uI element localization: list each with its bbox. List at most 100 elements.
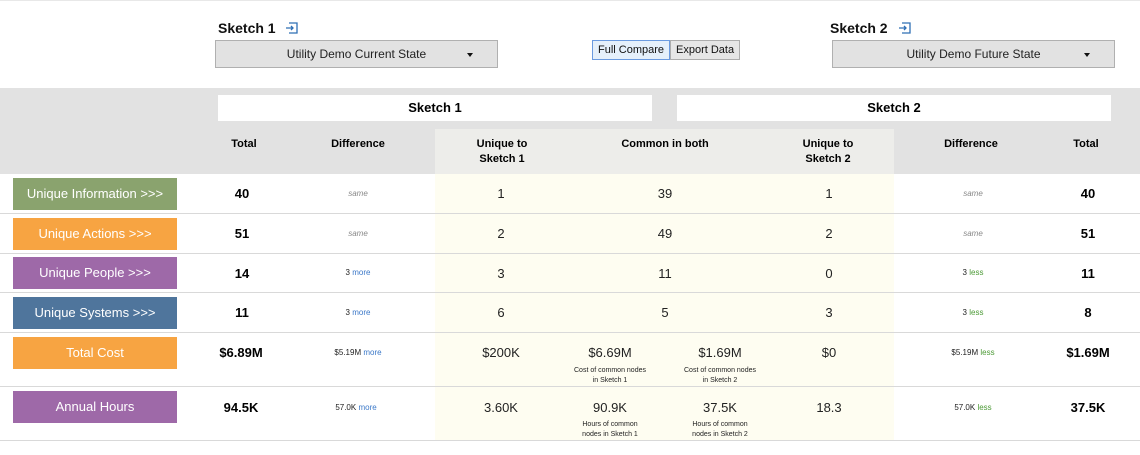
cost-common-sketch2: $1.69M — [698, 345, 742, 360]
annual-hours-button[interactable]: Annual Hours — [13, 391, 177, 423]
systems-difference-sketch2-value: 3 — [962, 308, 967, 317]
cost-difference-sketch1-value: $5.19M — [334, 348, 362, 357]
unique-sketch2-header: Unique to Sketch 2 — [778, 137, 878, 167]
cost-difference-sketch2-value: $5.19M — [951, 348, 979, 357]
people-difference-sketch1: 3 more — [308, 268, 408, 277]
systems-total-sketch2: 8 — [1084, 305, 1092, 320]
sketch-selector-bar: Sketch 1 Utility Demo Current State Full… — [0, 0, 1140, 88]
unique-people-button[interactable]: Unique People >>> — [13, 257, 177, 289]
hours-total-sketch2: 37.5K — [1070, 400, 1106, 415]
information-common: 39 — [657, 186, 673, 201]
systems-more-link[interactable]: more — [352, 308, 371, 317]
total1-header: Total — [231, 138, 257, 150]
actions-total-sketch1: 51 — [234, 226, 250, 241]
hours-unique-sketch1: 3.60K — [484, 400, 518, 415]
unique-information-button[interactable]: Unique Information >>> — [13, 178, 177, 210]
hours-difference-sketch2-value: 57.0K — [954, 403, 976, 412]
sketch2-header: Sketch 2 — [677, 95, 1111, 121]
row-divider — [0, 253, 1140, 254]
cost-common-sketch1: $6.69M — [588, 345, 632, 360]
systems-total-sketch1: 11 — [235, 305, 249, 320]
unique-sketch1-header: Unique to Sketch 1 — [452, 137, 552, 167]
sketch1-dropdown[interactable]: Utility Demo Current State — [215, 40, 498, 68]
information-unique-sketch1: 1 — [497, 186, 505, 201]
people-more-link[interactable]: more — [352, 268, 371, 277]
row-divider — [0, 213, 1140, 214]
systems-common: 5 — [661, 305, 669, 320]
unique-sketch1-header-line2: Sketch 1 — [479, 153, 525, 165]
hours-unique-sketch2: 18.3 — [816, 400, 842, 415]
chevron-down-icon — [1084, 53, 1090, 57]
actions-difference-sketch2: same — [963, 229, 983, 238]
actions-unique-sketch2: 2 — [825, 226, 833, 241]
total2-header: Total — [1073, 138, 1099, 150]
hours-common-sketch2: 37.5K — [703, 400, 737, 415]
actions-common: 49 — [657, 226, 673, 241]
caption-line: in Sketch 1 — [592, 377, 628, 384]
row-divider — [0, 292, 1140, 293]
cost-more-link[interactable]: more — [363, 348, 382, 357]
hours-difference-sketch2: 57.0K less — [923, 403, 1023, 412]
people-common: 11 — [658, 266, 672, 281]
open-sketch2-icon[interactable] — [898, 21, 912, 35]
sketch2-dropdown[interactable]: Utility Demo Future State — [832, 40, 1115, 68]
people-difference-sketch2: 3 less — [923, 268, 1023, 277]
people-less-link[interactable]: less — [969, 268, 984, 277]
cost-total-sketch1: $6.89M — [219, 345, 263, 360]
people-unique-sketch1: 3 — [497, 266, 505, 281]
unique-sketch1-header-line1: Unique to — [476, 138, 528, 150]
caption-line: Hours of common — [582, 421, 638, 428]
sketch1-dropdown-value: Utility Demo Current State — [286, 47, 427, 61]
actions-difference-sketch1: same — [348, 229, 368, 238]
people-difference-sketch1-value: 3 — [345, 268, 350, 277]
information-total-sketch1: 40 — [234, 186, 250, 201]
common-columns-background — [435, 174, 894, 441]
unique-sketch2-header-line2: Sketch 2 — [805, 153, 851, 165]
sketch2-title: Sketch 2 — [830, 20, 888, 36]
unique-systems-button[interactable]: Unique Systems >>> — [13, 297, 177, 329]
cost-difference-sketch1: $5.19M more — [308, 348, 408, 357]
actions-unique-sketch1: 2 — [497, 226, 505, 241]
unique-actions-button[interactable]: Unique Actions >>> — [13, 218, 177, 250]
caption-line: nodes in Sketch 1 — [582, 431, 638, 438]
full-compare-button[interactable]: Full Compare — [592, 40, 671, 60]
total-cost-button[interactable]: Total Cost — [13, 337, 177, 369]
sketch1-title: Sketch 1 — [218, 20, 276, 36]
actions-total-sketch2: 51 — [1080, 226, 1096, 241]
hours-less-link[interactable]: less — [977, 403, 992, 412]
sketch2-dropdown-value: Utility Demo Future State — [906, 47, 1041, 61]
sketch1-header: Sketch 1 — [218, 95, 652, 121]
systems-difference-sketch1: 3 more — [308, 308, 408, 317]
information-unique-sketch2: 1 — [825, 186, 833, 201]
information-difference-sketch2: same — [963, 189, 983, 198]
cost-less-link[interactable]: less — [980, 348, 995, 357]
systems-difference-sketch2: 3 less — [923, 308, 1023, 317]
caption-line: Hours of common — [692, 421, 748, 428]
cost-common-sketch1-caption: Cost of common nodes in Sketch 1 — [560, 366, 660, 386]
caption-line: in Sketch 2 — [702, 377, 738, 384]
systems-difference-sketch1-value: 3 — [345, 308, 350, 317]
open-sketch1-icon[interactable] — [285, 21, 299, 35]
caption-line: Cost of common nodes — [574, 367, 646, 374]
difference2-header: Difference — [944, 138, 998, 150]
systems-unique-sketch1: 6 — [497, 305, 505, 320]
information-total-sketch2: 40 — [1080, 186, 1096, 201]
caption-line: nodes in Sketch 2 — [692, 431, 748, 438]
information-difference-sketch1: same — [348, 189, 368, 198]
row-divider — [0, 386, 1140, 387]
row-divider — [0, 332, 1140, 333]
common-header: Common in both — [621, 138, 709, 150]
cost-common-sketch2-caption: Cost of common nodes in Sketch 2 — [670, 366, 770, 386]
cost-total-sketch2: $1.69M — [1066, 345, 1110, 360]
people-difference-sketch2-value: 3 — [962, 268, 967, 277]
hours-more-link[interactable]: more — [358, 403, 377, 412]
people-total-sketch2: 11 — [1081, 266, 1095, 281]
row-divider — [0, 440, 1140, 441]
hours-difference-sketch1: 57.0K more — [306, 403, 406, 412]
systems-unique-sketch2: 3 — [825, 305, 833, 320]
people-total-sketch1: 14 — [234, 266, 250, 281]
export-data-button[interactable]: Export Data — [670, 40, 741, 60]
cost-unique-sketch2: $0 — [821, 345, 837, 360]
chevron-down-icon — [467, 53, 473, 57]
systems-less-link[interactable]: less — [969, 308, 984, 317]
